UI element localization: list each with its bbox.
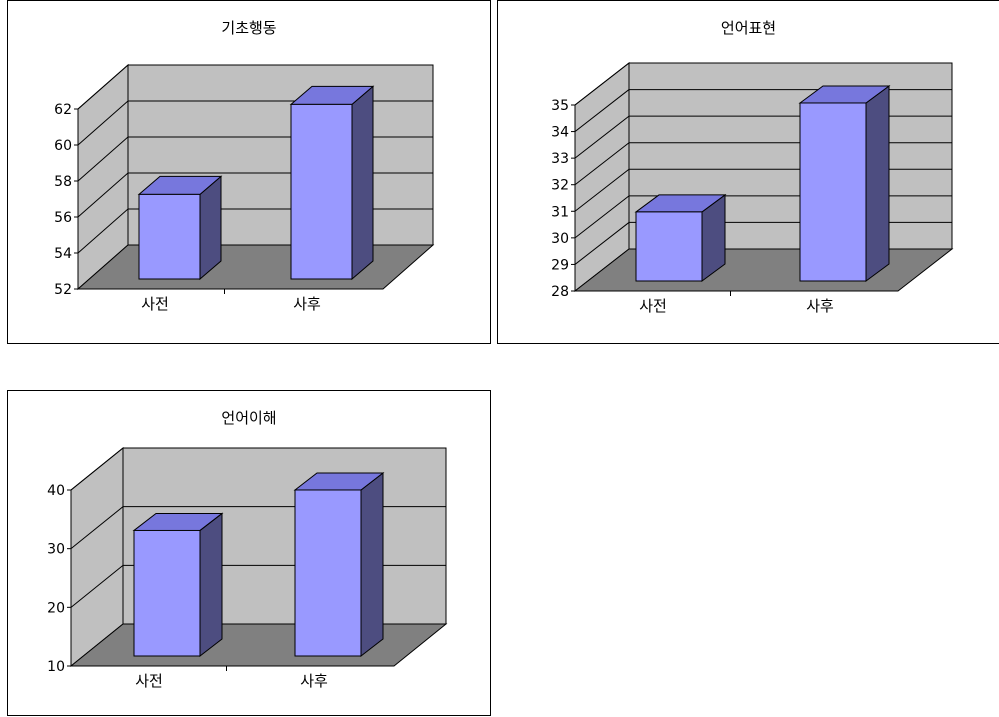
y-tick-label: 20 [47, 600, 65, 616]
bar [635, 211, 703, 282]
chart-floor [76, 244, 435, 290]
gridline-side [77, 172, 129, 218]
chart-floor [573, 248, 954, 292]
x-category-label: 사후 [300, 672, 328, 690]
bar-side [360, 471, 384, 658]
y-tick-label: 29 [551, 257, 569, 273]
y-tick-label: 34 [551, 125, 569, 141]
bar-side [865, 84, 890, 282]
chart-floor [69, 623, 448, 667]
y-tick-label: 54 [54, 246, 72, 262]
bar [290, 103, 353, 280]
y-tick-label: 33 [551, 151, 569, 167]
gridline-side [70, 447, 124, 491]
y-tick-label: 58 [54, 174, 72, 190]
chart-plot: 52 54 56 58 60 62 사전 사후 [54, 63, 435, 313]
x-category-label: 사후 [806, 297, 834, 315]
y-tick-label: 30 [47, 542, 65, 558]
y-tick-label: 32 [551, 178, 569, 194]
gridline-side [574, 142, 630, 186]
gridline-side [574, 62, 630, 106]
y-tick-label: 31 [551, 204, 569, 220]
gridline-side [77, 100, 129, 146]
x-category-label: 사전 [639, 297, 667, 315]
x-category-label: 사전 [135, 672, 163, 690]
chart-basic-behavior: 기초행동 52 54 56 58 60 62 사전 사후 [7, 0, 491, 344]
x-category-label: 사전 [141, 295, 169, 313]
chart-title: 언어표현 [720, 19, 777, 37]
gridline-side [70, 564, 124, 608]
y-tick-label: 60 [54, 138, 72, 154]
bar [294, 489, 362, 657]
y-tick-label: 52 [54, 282, 72, 298]
gridline-side [574, 89, 630, 132]
gridline-side [77, 136, 129, 182]
gridline-side [70, 506, 124, 550]
gridline-side [574, 222, 630, 265]
gridline-side [574, 115, 630, 159]
bar [138, 193, 201, 280]
chart-title: 기초행동 [221, 19, 277, 37]
bar-side [199, 512, 223, 658]
x-category-label: 사후 [293, 295, 321, 313]
gridline-side [574, 195, 630, 239]
y-tick-label: 56 [54, 210, 72, 226]
y-tick-label: 62 [54, 102, 72, 118]
chart-language-comprehension: 언어이해 10 20 30 40 사전 사후 [7, 390, 491, 716]
gridline-side [77, 208, 129, 254]
bar [133, 529, 201, 657]
gridline-side [77, 64, 129, 110]
chart-title: 언어이해 [221, 409, 277, 427]
bar-side [351, 85, 374, 281]
gridline-side [574, 168, 630, 212]
y-tick-label: 28 [551, 284, 569, 300]
chart-language-expression: 언어표현 28 29 30 31 32 33 34 35 사전 사후 [497, 0, 999, 344]
chart-plot: 28 29 30 31 32 33 34 35 사전 사후 [551, 61, 954, 315]
chart-plot: 10 20 30 40 사전 사후 [47, 446, 448, 690]
y-tick-label: 30 [551, 231, 569, 247]
y-tick-label: 40 [47, 483, 65, 499]
bar [799, 102, 867, 282]
y-tick-label: 10 [47, 659, 65, 675]
y-tick-label: 35 [551, 98, 569, 114]
